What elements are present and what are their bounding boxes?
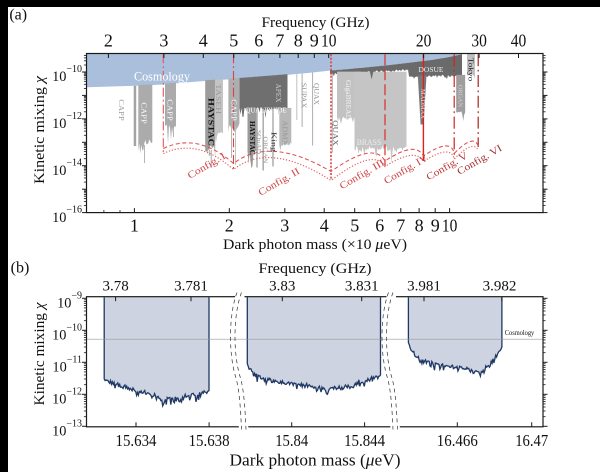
svg-text:ADMX: ADMX [281, 121, 290, 147]
svg-text:QUAX: QUAX [331, 120, 340, 146]
svg-text:TASEH: TASEH [214, 84, 223, 115]
svg-text:4: 4 [199, 31, 208, 51]
svg-text:Cosmology: Cosmology [505, 330, 535, 337]
svg-text:2: 2 [104, 31, 113, 51]
svg-text:1: 1 [130, 216, 139, 236]
svg-text:15.844: 15.844 [344, 431, 385, 450]
svg-text:15.634: 15.634 [116, 431, 157, 450]
svg-text:CAPP: CAPP [140, 102, 149, 124]
svg-text:3.78: 3.78 [102, 279, 128, 295]
svg-text:Frequency (GHz): Frequency (GHz) [259, 261, 372, 277]
svg-text:GigaBREAD: GigaBREAD [344, 80, 353, 121]
svg-text:King: King [270, 132, 277, 153]
svg-text:6: 6 [375, 216, 384, 236]
svg-text:Frequency (GHz): Frequency (GHz) [262, 15, 370, 31]
svg-text:Kinetic mixing χ: Kinetic mixing χ [32, 302, 48, 405]
svg-text:2: 2 [225, 216, 234, 236]
svg-text:Dark photon mass (×10 μeV): Dark photon mass (×10 μeV) [223, 237, 407, 253]
svg-text:3.781: 3.781 [174, 279, 208, 295]
svg-text:40: 40 [511, 31, 527, 51]
svg-text:8: 8 [415, 216, 424, 236]
svg-text:HAYSTAC: HAYSTAC [248, 121, 256, 155]
svg-text:Kinetic mixing χ: Kinetic mixing χ [32, 76, 48, 184]
svg-text:5: 5 [229, 31, 238, 51]
svg-text:ORGAN: ORGAN [457, 85, 464, 108]
svg-text:(b): (b) [11, 260, 30, 277]
svg-text:16.466: 16.466 [437, 431, 478, 450]
svg-text:Tokyo: Tokyo [467, 58, 476, 82]
svg-text:9: 9 [431, 216, 440, 236]
svg-text:16.47: 16.47 [515, 431, 548, 450]
svg-text:CAPP: CAPP [229, 99, 238, 121]
svg-text:(a): (a) [9, 7, 27, 24]
svg-text:5: 5 [350, 216, 359, 236]
svg-text:10: 10 [321, 31, 337, 51]
svg-text:15.84: 15.84 [275, 431, 308, 450]
svg-text:9: 9 [310, 31, 319, 51]
svg-text:CAPP: CAPP [117, 99, 126, 121]
svg-text:HAYSTAC: HAYSTAC [206, 98, 215, 146]
svg-text:QUAX: QUAX [312, 83, 321, 106]
svg-text:SQuAD: SQuAD [255, 130, 262, 154]
svg-text:MADMAX: MADMAX [419, 89, 425, 120]
svg-text:Dark photon mass (μeV): Dark photon mass (μeV) [230, 450, 401, 469]
svg-text:DOSUE: DOSUE [419, 65, 444, 74]
svg-text:CAPP: CAPP [166, 99, 175, 121]
svg-text:QUALIPHIDE: QUALIPHIDE [246, 105, 287, 114]
svg-text:8: 8 [294, 31, 303, 51]
svg-text:APEX: APEX [274, 84, 283, 104]
svg-text:Cosmology: Cosmology [134, 69, 190, 84]
svg-text:7: 7 [396, 216, 405, 236]
svg-text:15.638: 15.638 [189, 431, 230, 450]
svg-text:6: 6 [254, 31, 263, 51]
svg-text:BRASS: BRASS [357, 138, 382, 147]
svg-text:3.981: 3.981 [407, 279, 441, 295]
svg-text:ORGAN: ORGAN [261, 137, 268, 164]
svg-text:10: 10 [442, 216, 458, 236]
svg-text:4: 4 [320, 216, 329, 236]
svg-text:3.982: 3.982 [483, 279, 517, 295]
svg-text:20: 20 [416, 31, 432, 51]
svg-text:3: 3 [159, 31, 168, 51]
svg-text:3: 3 [280, 216, 289, 236]
svg-text:SUPAX: SUPAX [300, 83, 309, 109]
svg-text:30: 30 [471, 31, 487, 51]
svg-text:3.831: 3.831 [345, 279, 379, 295]
svg-text:3.83: 3.83 [269, 279, 295, 295]
svg-text:7: 7 [275, 31, 284, 51]
